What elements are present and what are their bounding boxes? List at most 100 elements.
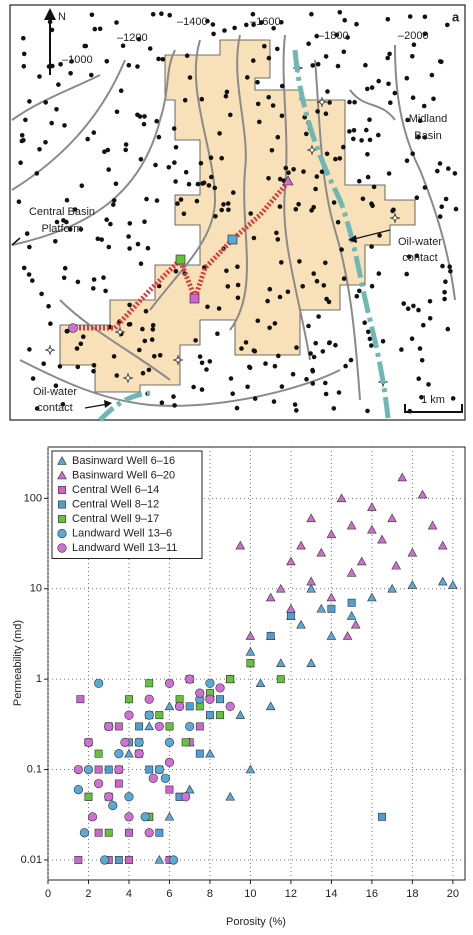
well-dot [226, 207, 231, 213]
legend-label: Central Well 6–14 [72, 484, 159, 496]
well-dot [417, 346, 423, 351]
well-dot [167, 12, 172, 18]
well-dot [154, 118, 159, 124]
well-dot [219, 207, 224, 213]
well-dot [142, 219, 147, 224]
point [296, 619, 306, 629]
well-dot [54, 107, 59, 112]
well-dot [341, 144, 346, 150]
well-dot [97, 26, 103, 32]
well-dot [43, 100, 48, 105]
well-dot [21, 137, 26, 143]
well-dot [252, 348, 258, 354]
y-axis-label: Permeability (md) [12, 620, 24, 706]
point [125, 695, 133, 704]
well-dot [21, 265, 27, 271]
well-dot [445, 326, 451, 332]
well-dot [404, 75, 410, 81]
well-dot [296, 201, 301, 207]
point [225, 791, 235, 801]
star-symbol [44, 344, 56, 356]
star-symbol [389, 212, 401, 224]
well-dot [323, 260, 328, 266]
well-dot [447, 264, 453, 270]
well-dot [183, 169, 189, 175]
well-dot [405, 117, 410, 123]
well-dot [297, 259, 302, 264]
well-dot [410, 54, 415, 59]
well-dot [60, 402, 66, 407]
point [391, 560, 401, 570]
well-dot [21, 64, 27, 69]
well-dot [324, 151, 330, 157]
well-dot [357, 178, 362, 184]
well-dot [127, 221, 133, 226]
well-dot [369, 283, 375, 289]
well-dot [118, 88, 124, 93]
well-dot [308, 351, 313, 356]
well-dot [62, 265, 68, 271]
point [427, 520, 438, 530]
well-dot [27, 244, 32, 250]
well-dot [123, 147, 128, 153]
well-dot [443, 279, 448, 285]
well-dot [347, 129, 352, 134]
point [134, 737, 144, 747]
well-dot [102, 149, 107, 154]
point [195, 688, 205, 698]
well-dot [91, 286, 96, 291]
well-dot [453, 206, 459, 212]
well-dot [410, 151, 416, 156]
x-tick-label: 6 [166, 888, 172, 900]
well-dot [443, 196, 449, 202]
well-dot [197, 354, 203, 359]
well-dot [150, 327, 156, 332]
well-dot [279, 260, 284, 265]
point [125, 828, 133, 837]
well-dot [314, 33, 320, 39]
well-dot [216, 306, 222, 311]
well-dot [437, 214, 443, 219]
well-dot [224, 268, 229, 274]
y-tick-label: 0.1 [27, 763, 42, 775]
point [160, 773, 171, 783]
well-dot [367, 336, 373, 342]
point [94, 678, 104, 688]
legend-marker [57, 470, 67, 480]
well-dot [228, 376, 234, 381]
well-dot [99, 237, 104, 242]
well-dot [369, 85, 375, 90]
well-dot [156, 134, 162, 140]
well-dot [291, 167, 296, 172]
well-dot [153, 162, 158, 168]
well-dot [427, 299, 433, 304]
well-dot [367, 137, 373, 143]
well-dot [414, 195, 420, 200]
well-dot [279, 83, 285, 89]
legend-box [51, 450, 203, 559]
well-dot [30, 376, 36, 381]
well-dot [68, 71, 73, 76]
legend-label: Central Well 8–12 [72, 498, 159, 510]
well-dot [251, 235, 257, 241]
well-dot [407, 14, 413, 19]
point [94, 765, 103, 774]
legend-marker [57, 528, 67, 539]
well-dot [138, 261, 144, 267]
point [245, 764, 256, 774]
well-dot [401, 301, 407, 306]
well-dot [279, 113, 285, 119]
well-dot [411, 42, 417, 47]
well-dot [360, 196, 366, 202]
point [347, 598, 356, 607]
well-dot [351, 128, 357, 133]
point [407, 580, 418, 589]
point [306, 513, 316, 523]
well-dot [152, 354, 157, 359]
well-dot [50, 63, 55, 69]
well-dot [211, 31, 216, 37]
point [164, 737, 175, 747]
well-dot [277, 204, 283, 209]
well-dot [314, 278, 320, 284]
well-dot [186, 181, 192, 187]
